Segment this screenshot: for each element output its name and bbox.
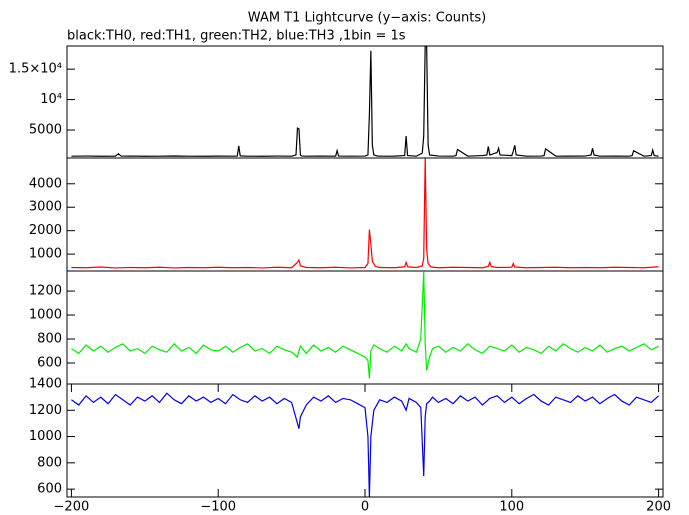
y-tick-label: 1200: [29, 403, 62, 418]
x-tick-label: 100: [499, 500, 524, 515]
y-tick-label: 800: [37, 332, 62, 347]
chart-subtitle: black:TH0, red:TH1, green:TH2, blue:TH3 …: [67, 29, 406, 44]
x-tick-label: 200: [646, 500, 671, 515]
chart-title: WAM T1 Lightcurve (y−axis: Counts): [248, 11, 486, 26]
y-tick-label: 1000: [29, 247, 62, 262]
x-tick-label: −200: [54, 500, 90, 515]
panel-frame: [66, 45, 664, 159]
y-tick-label: 2000: [29, 223, 62, 238]
lightcurve: [71, 392, 660, 497]
y-tick-label: 1000: [29, 429, 62, 444]
y-tick-label: 1200: [29, 284, 62, 299]
y-tick-label: 1.5×10⁴: [9, 62, 62, 77]
y-tick-label: 1000: [29, 308, 62, 323]
y-tick-label: 800: [37, 455, 62, 470]
y-tick-label: 600: [37, 356, 62, 371]
lightcurve: [71, 46, 659, 157]
y-tick-label: 10⁴: [40, 92, 62, 107]
lightcurve: [71, 271, 659, 379]
y-tick-label: 3000: [29, 200, 62, 215]
panel-frame: [66, 270, 664, 385]
y-tick-label: 600: [37, 482, 62, 497]
y-tick-label: 4000: [29, 176, 62, 191]
y-tick-label: 5000: [29, 123, 62, 138]
panel-frame: [66, 383, 664, 498]
panel-frame: [66, 157, 664, 272]
x-tick-label: 0: [361, 500, 369, 515]
x-tick-label: −100: [200, 500, 236, 515]
y-tick-label: 1400: [29, 377, 62, 392]
lightcurve: [71, 158, 659, 269]
